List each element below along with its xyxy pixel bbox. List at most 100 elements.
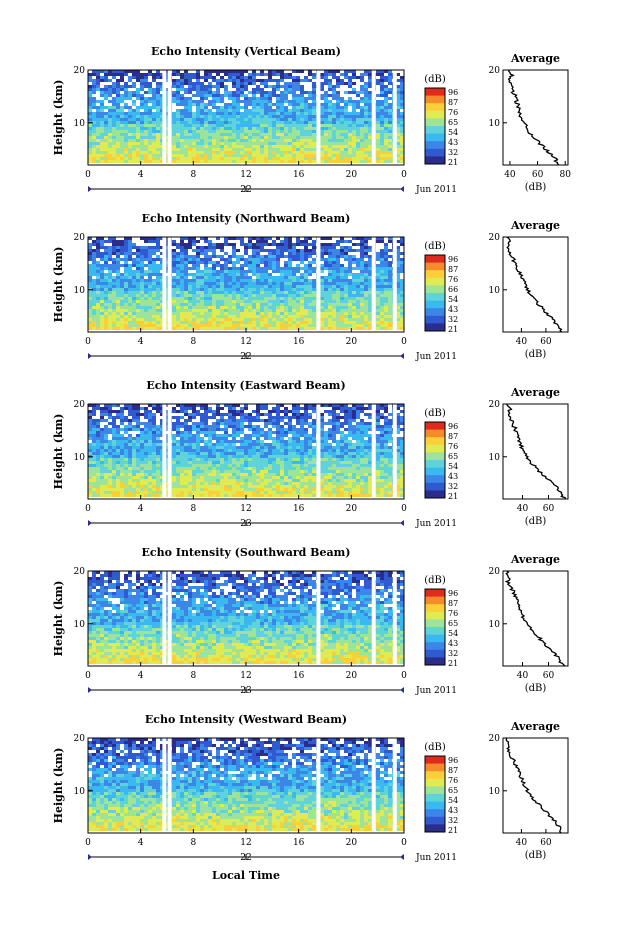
heatmap-cell: [240, 273, 244, 276]
heatmap-cell: [124, 321, 128, 324]
heatmap-cell: [272, 109, 276, 112]
heatmap-cell: [204, 130, 208, 133]
heatmap-cell: [148, 267, 152, 270]
heatmap-cell: [236, 160, 240, 163]
heatmap-cell: [360, 267, 364, 270]
heatmap-cell: [300, 252, 304, 255]
heatmap-cell: [332, 70, 336, 73]
heatmap-cell: [360, 288, 364, 291]
heatmap-cell: [256, 91, 260, 94]
heatmap-cell: [240, 327, 244, 330]
heatmap-cell: [396, 252, 400, 255]
heatmap-cell: [368, 285, 372, 288]
heatmap-cell: [104, 410, 108, 413]
heatmap-cell: [344, 258, 348, 261]
heatmap-cell: [204, 133, 208, 136]
heatmap-cell: [248, 79, 252, 82]
heatmap-cell: [384, 327, 388, 330]
heatmap-cell: [348, 309, 352, 312]
heatmap-cell: [96, 282, 100, 285]
heatmap-cell: [244, 246, 248, 249]
heatmap-cell: [124, 288, 128, 291]
date-tick-label: 22: [240, 352, 251, 362]
heatmap-cell: [108, 252, 112, 255]
heatmap-cell: [148, 142, 152, 145]
heatmap-cell: [224, 288, 228, 291]
heatmap-cell: [336, 321, 340, 324]
heatmap-cell: [200, 160, 204, 163]
heatmap-cell: [188, 303, 192, 306]
heatmap-cell: [312, 324, 316, 327]
heatmap-cell: [364, 100, 368, 103]
heatmap-cell: [100, 130, 104, 133]
heatmap-cell: [176, 79, 180, 82]
heatmap-cell: [144, 461, 148, 464]
heatmap-cell: [196, 288, 200, 291]
heatmap-cell: [304, 249, 308, 252]
heatmap-cell: [100, 148, 104, 151]
heatmap-cell: [292, 115, 296, 118]
heatmap-cell: [120, 494, 124, 497]
heatmap-cell: [144, 476, 148, 479]
heatmap-cell: [332, 261, 336, 264]
heatmap-cell: [180, 127, 184, 130]
profile-x-label: (dB): [525, 182, 547, 193]
heatmap-cell: [396, 273, 400, 276]
heatmap-cell: [284, 279, 288, 282]
heatmap-cell: [160, 124, 164, 127]
heatmap-cell: [180, 264, 184, 267]
heatmap-cell: [288, 264, 292, 267]
heatmap-cell: [216, 306, 220, 309]
heatmap-cell: [136, 94, 140, 97]
heatmap-cell: [388, 103, 392, 106]
heatmap-cell: [280, 118, 284, 121]
heatmap-cell: [152, 324, 156, 327]
beam-panel-2: Echo Intensity (Eastward Beam)2010Height…: [52, 379, 569, 529]
heatmap-cell: [252, 118, 256, 121]
heatmap-cell: [296, 151, 300, 154]
heatmap-cell: [356, 297, 360, 300]
heatmap-cell: [288, 246, 292, 249]
heatmap-cell: [92, 100, 96, 103]
heatmap-cell: [244, 279, 248, 282]
heatmap-cell: [264, 249, 268, 252]
heatmap-cell: [268, 315, 272, 318]
heatmap-cell: [236, 133, 240, 136]
heatmap-cell: [156, 139, 160, 142]
heatmap-cell: [352, 82, 356, 85]
heatmap-cell: [200, 85, 204, 88]
heatmap-cell: [260, 309, 264, 312]
heatmap-cell: [136, 270, 140, 273]
heatmap-cell: [188, 255, 192, 258]
heatmap-cell: [236, 115, 240, 118]
heatmap-cell: [356, 148, 360, 151]
heatmap-cell: [292, 118, 296, 121]
heatmap-cell: [268, 237, 272, 240]
heatmap-cell: [92, 121, 96, 124]
heatmap-cell: [180, 288, 184, 291]
heatmap-cell: [300, 70, 304, 73]
heatmap-cell: [332, 258, 336, 261]
heatmap-cell: [284, 148, 288, 151]
heatmap-cell: [276, 160, 280, 163]
heatmap-cell: [364, 157, 368, 160]
heatmap-cell: [204, 127, 208, 130]
heatmap-cell: [312, 133, 316, 136]
heatmap-cell: [220, 288, 224, 291]
heatmap-cell: [160, 261, 164, 264]
heatmap-cell: [276, 145, 280, 148]
heatmap-cell: [280, 160, 284, 163]
heatmap-cell: [304, 315, 308, 318]
x-tick-label: 4: [138, 337, 144, 347]
heatmap-cell: [220, 303, 224, 306]
heatmap-cell: [268, 139, 272, 142]
heatmap-cell: [180, 133, 184, 136]
heatmap-cell: [360, 142, 364, 145]
heatmap-cell: [132, 455, 136, 458]
heatmap-cell: [196, 282, 200, 285]
heatmap-cell: [200, 145, 204, 148]
heatmap-cell: [204, 306, 208, 309]
heatmap-cell: [148, 148, 152, 151]
heatmap-cell: [296, 282, 300, 285]
heatmap-cell: [200, 148, 204, 151]
